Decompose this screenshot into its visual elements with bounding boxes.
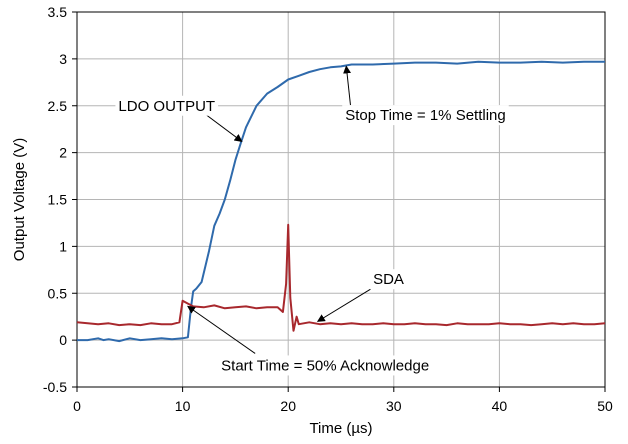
y-tick-label: 1.5 xyxy=(48,192,68,208)
y-axis-ticks: -0.5 0 0.5 1 1.5 2 2.5 3 3.5 xyxy=(43,4,77,395)
series-line-sda xyxy=(76,223,606,332)
annotation-arrow xyxy=(187,305,256,354)
annotation-label: Stop Time = 1% Settling xyxy=(345,107,506,124)
annotation-label: LDO OUTPUT xyxy=(118,98,215,115)
x-tick-label: 20 xyxy=(280,398,296,414)
annotation-label-bg xyxy=(342,105,509,126)
annotation-label-bg xyxy=(370,269,407,290)
y-tick-label: 3.5 xyxy=(48,4,68,20)
series-line-ldo-output xyxy=(77,60,605,343)
y-tick-label: 2 xyxy=(59,145,67,161)
y-tick-label: 3 xyxy=(59,51,67,67)
x-tick-label: 50 xyxy=(597,398,613,414)
x-tick-label: 10 xyxy=(175,398,191,414)
y-tick-label: 0 xyxy=(59,332,67,348)
grid xyxy=(76,11,606,388)
x-axis-title: Time (µs) xyxy=(309,420,372,437)
annotation-label: Start Time = 50% Acknowledge xyxy=(221,357,429,374)
x-tick-label: 30 xyxy=(386,398,402,414)
y-tick-label: -0.5 xyxy=(43,379,67,395)
annotation-arrow xyxy=(316,288,371,322)
y-axis-title: Output Voltage (V) xyxy=(11,138,28,261)
annotation-arrow xyxy=(204,113,243,142)
annotation-label: SDA xyxy=(373,271,404,288)
annotation-arrow xyxy=(343,65,352,106)
annotation-label-bg xyxy=(115,95,219,116)
x-tick-label: 40 xyxy=(492,398,508,414)
x-axis-ticks: 0 10 20 30 40 50 xyxy=(73,387,613,414)
annotation-label-bg xyxy=(218,355,433,376)
y-tick-label: 1 xyxy=(59,238,67,254)
y-tick-label: 2.5 xyxy=(48,98,68,114)
annotations: LDO OUTPUT Stop Time = 1% Settling SDA Star… xyxy=(115,95,509,376)
series xyxy=(76,60,606,343)
annotation-arrows xyxy=(187,65,371,354)
y-tick-label: 0.5 xyxy=(48,285,68,301)
x-tick-label: 0 xyxy=(73,398,81,414)
